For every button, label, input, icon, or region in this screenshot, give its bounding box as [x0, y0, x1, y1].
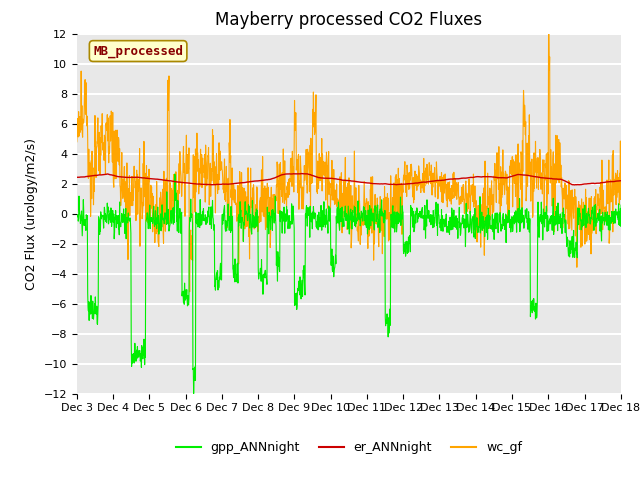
Title: Mayberry processed CO2 Fluxes: Mayberry processed CO2 Fluxes — [215, 11, 483, 29]
Y-axis label: CO2 Flux (urology/m2/s): CO2 Flux (urology/m2/s) — [25, 138, 38, 289]
Legend: gpp_ANNnight, er_ANNnight, wc_gf: gpp_ANNnight, er_ANNnight, wc_gf — [171, 436, 527, 459]
Text: MB_processed: MB_processed — [93, 44, 183, 58]
